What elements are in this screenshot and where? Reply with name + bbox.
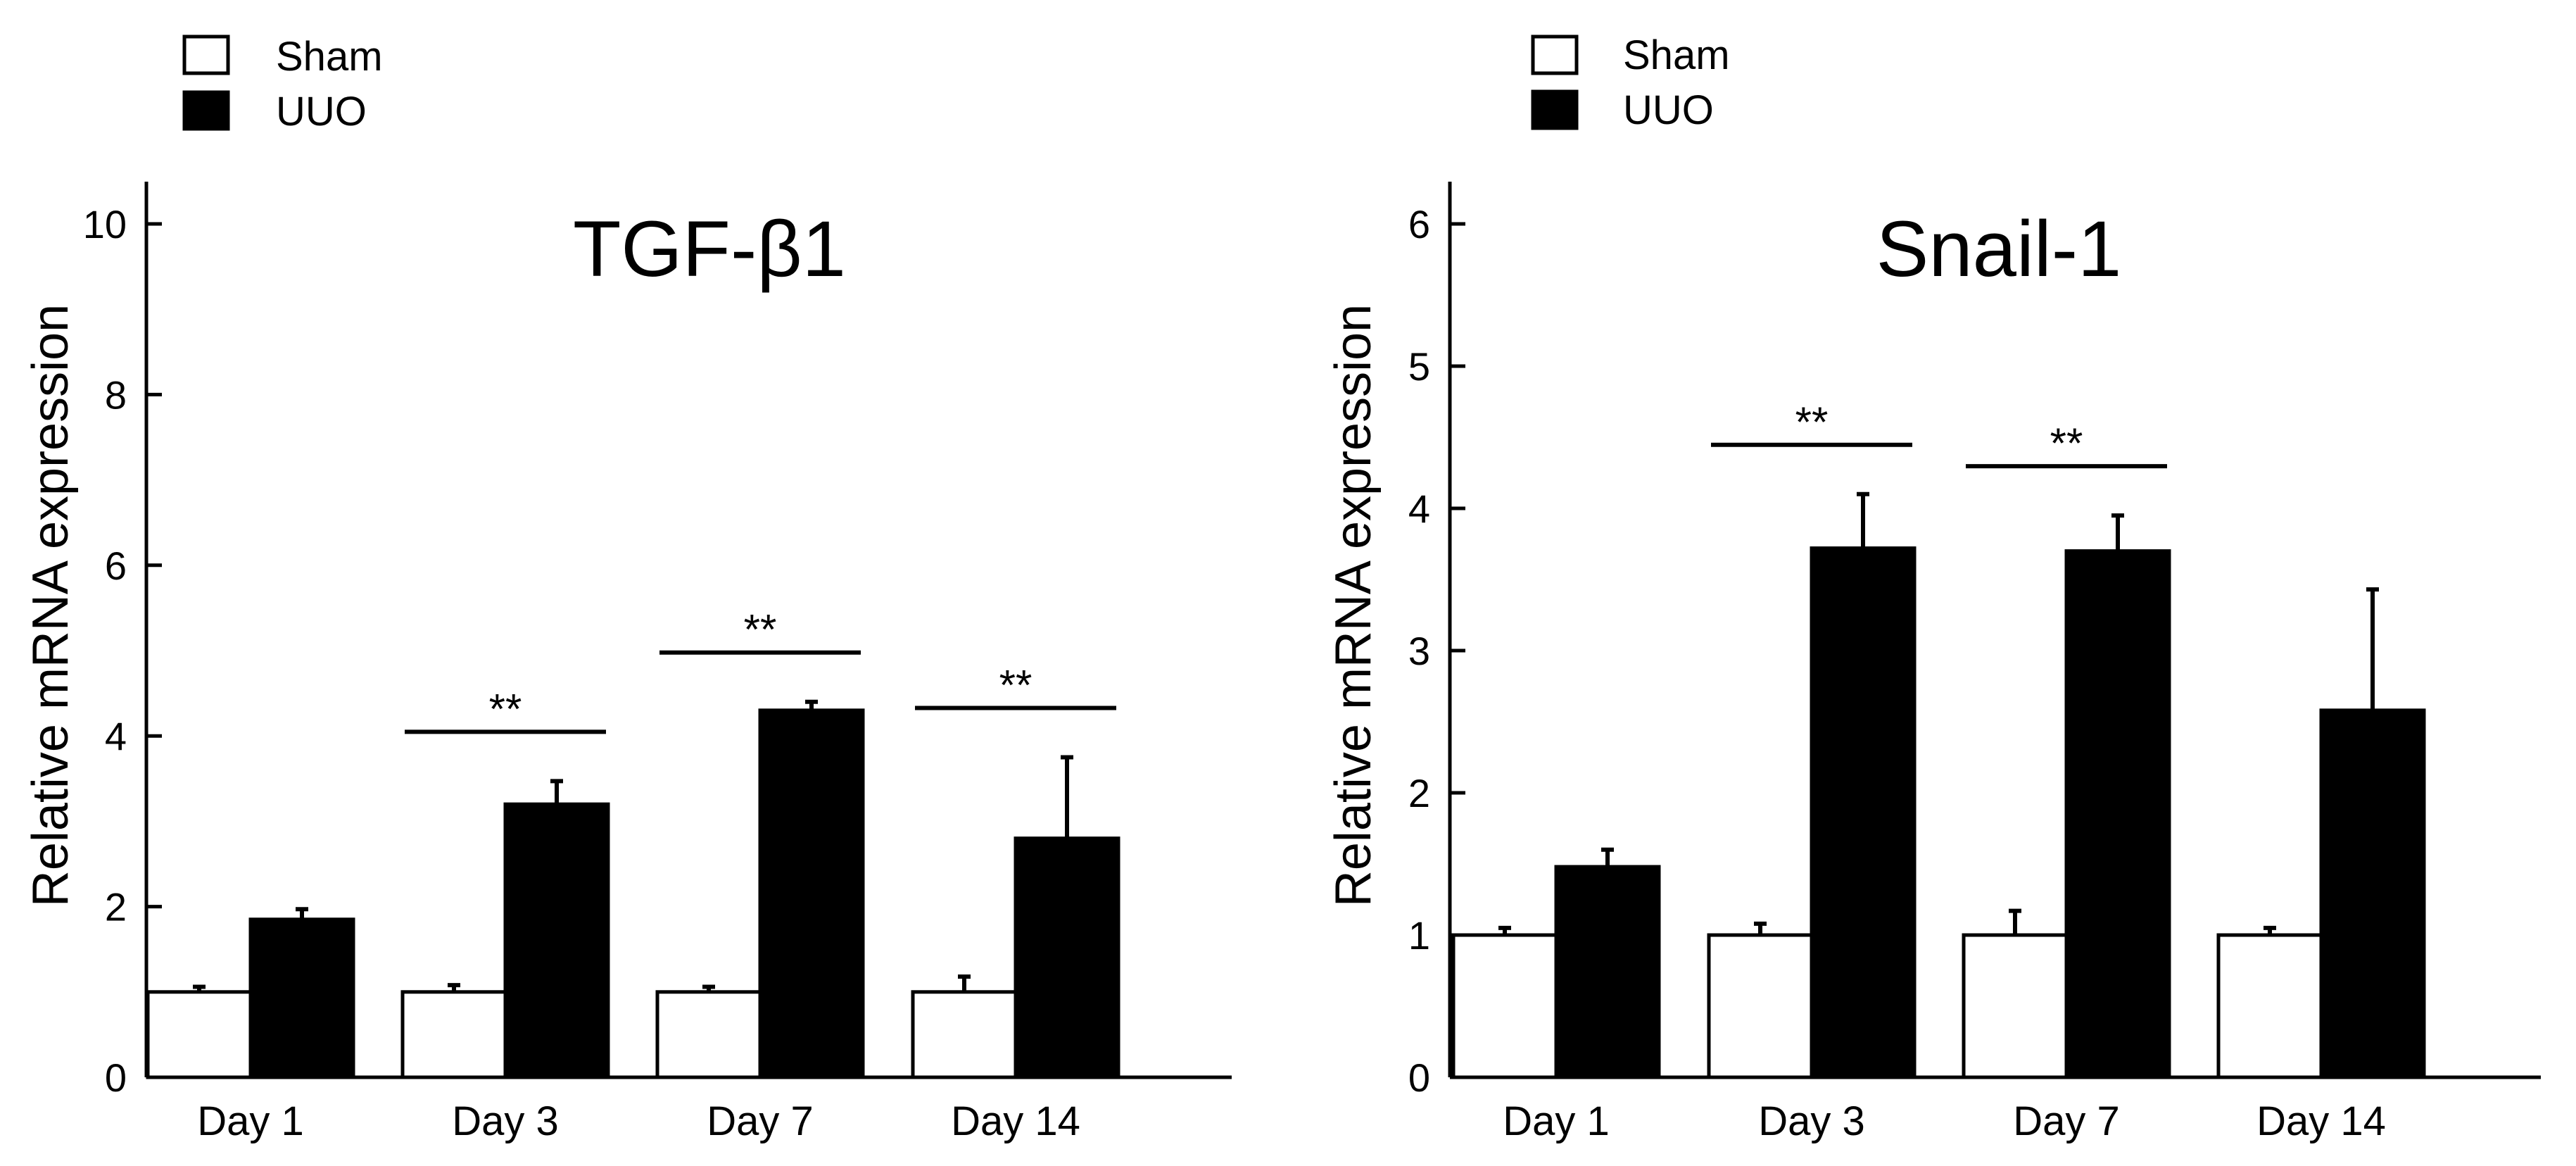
bar-sham-day-14: [911, 990, 1018, 1079]
x-category-label: Day 14: [2256, 1098, 2386, 1144]
chart-tgf-beta1: Sham UUO TGF-β1 Relative mRNA expression…: [23, 34, 1232, 1144]
chart-tgf-beta1-plot: 0 2 4 6 8 10 Day 1 Day 3 Day 7 Day 14 ** ** **: [83, 182, 1232, 1144]
bar-uuo-day-14: [2319, 708, 2426, 1079]
y-axis-title: Relative mRNA expression: [23, 304, 79, 907]
chart-title: TGF-β1: [573, 205, 846, 293]
legend-label-uuo: UUO: [276, 89, 367, 134]
chart-title: Snail-1: [1876, 205, 2122, 293]
y-tick-label: 4: [105, 714, 127, 758]
y-tick-label: 6: [105, 544, 127, 588]
legend-swatch-uuo: [1531, 89, 1579, 130]
chart-tgf-beta1-legend: Sham UUO: [182, 34, 383, 134]
x-category-label: Day 14: [951, 1098, 1080, 1144]
x-category-label: Day 7: [2013, 1098, 2120, 1144]
x-category-label: Day 1: [197, 1098, 304, 1144]
legend-label-uuo: UUO: [1623, 87, 1714, 133]
y-tick-label: 1: [1408, 913, 1430, 958]
legend-swatch-sham: [182, 35, 230, 75]
legend-label-sham: Sham: [276, 34, 383, 80]
y-axis-title: Relative mRNA expression: [1325, 304, 1382, 907]
legend-swatch-sham: [1531, 35, 1579, 75]
bar-sham-day-14: [2216, 933, 2323, 1079]
y-tick-label: 0: [105, 1055, 127, 1100]
bar-sham-day-7: [655, 990, 762, 1079]
chart-snail-1-legend: Sham UUO: [1531, 32, 1730, 133]
bar-sham-day-3: [400, 990, 507, 1079]
significance-label: **: [744, 606, 777, 653]
y-tick-label: 6: [1408, 202, 1430, 246]
legend-label-sham: Sham: [1623, 32, 1730, 78]
x-category-label: Day 3: [452, 1098, 559, 1144]
y-tick-label: 3: [1408, 629, 1430, 673]
y-tick-label: 4: [1408, 487, 1430, 531]
y-tick-label: 0: [1408, 1055, 1430, 1100]
bar-uuo-day-1: [248, 917, 355, 1079]
bar-sham-day-1: [146, 990, 253, 1079]
legend-swatch-uuo: [182, 90, 230, 131]
significance-label: **: [489, 685, 522, 732]
x-category-label: Day 1: [1503, 1098, 1610, 1144]
bar-sham-day-7: [1962, 933, 2069, 1079]
bar-uuo-day-7: [2064, 549, 2171, 1079]
x-category-label: Day 3: [1758, 1098, 1865, 1144]
bar-uuo-day-14: [1014, 836, 1120, 1079]
bar-uuo-day-3: [1810, 546, 1917, 1079]
significance-label: **: [999, 662, 1033, 709]
y-tick-label: 2: [105, 885, 127, 929]
bar-sham-day-1: [1451, 933, 1558, 1079]
significance-label: **: [2050, 420, 2083, 467]
y-tick-label: 2: [1408, 771, 1430, 815]
y-tick-label: 5: [1408, 344, 1430, 389]
chart-snail-1-plot: 0 1 2 3 4 5 6 Day 1 Day 3 Day 7 Day 14 ** **: [1408, 182, 2541, 1144]
bar-uuo-day-3: [503, 802, 610, 1079]
y-tick-label: 10: [83, 202, 127, 246]
significance-label: **: [1795, 399, 1829, 446]
x-category-label: Day 7: [707, 1098, 814, 1144]
bar-uuo-day-7: [758, 708, 865, 1079]
y-tick-label: 8: [105, 372, 127, 417]
bar-uuo-day-1: [1554, 865, 1661, 1079]
bar-sham-day-3: [1707, 933, 1814, 1079]
chart-snail-1: Sham UUO Snail-1 Relative mRNA expressio…: [1325, 32, 2541, 1144]
